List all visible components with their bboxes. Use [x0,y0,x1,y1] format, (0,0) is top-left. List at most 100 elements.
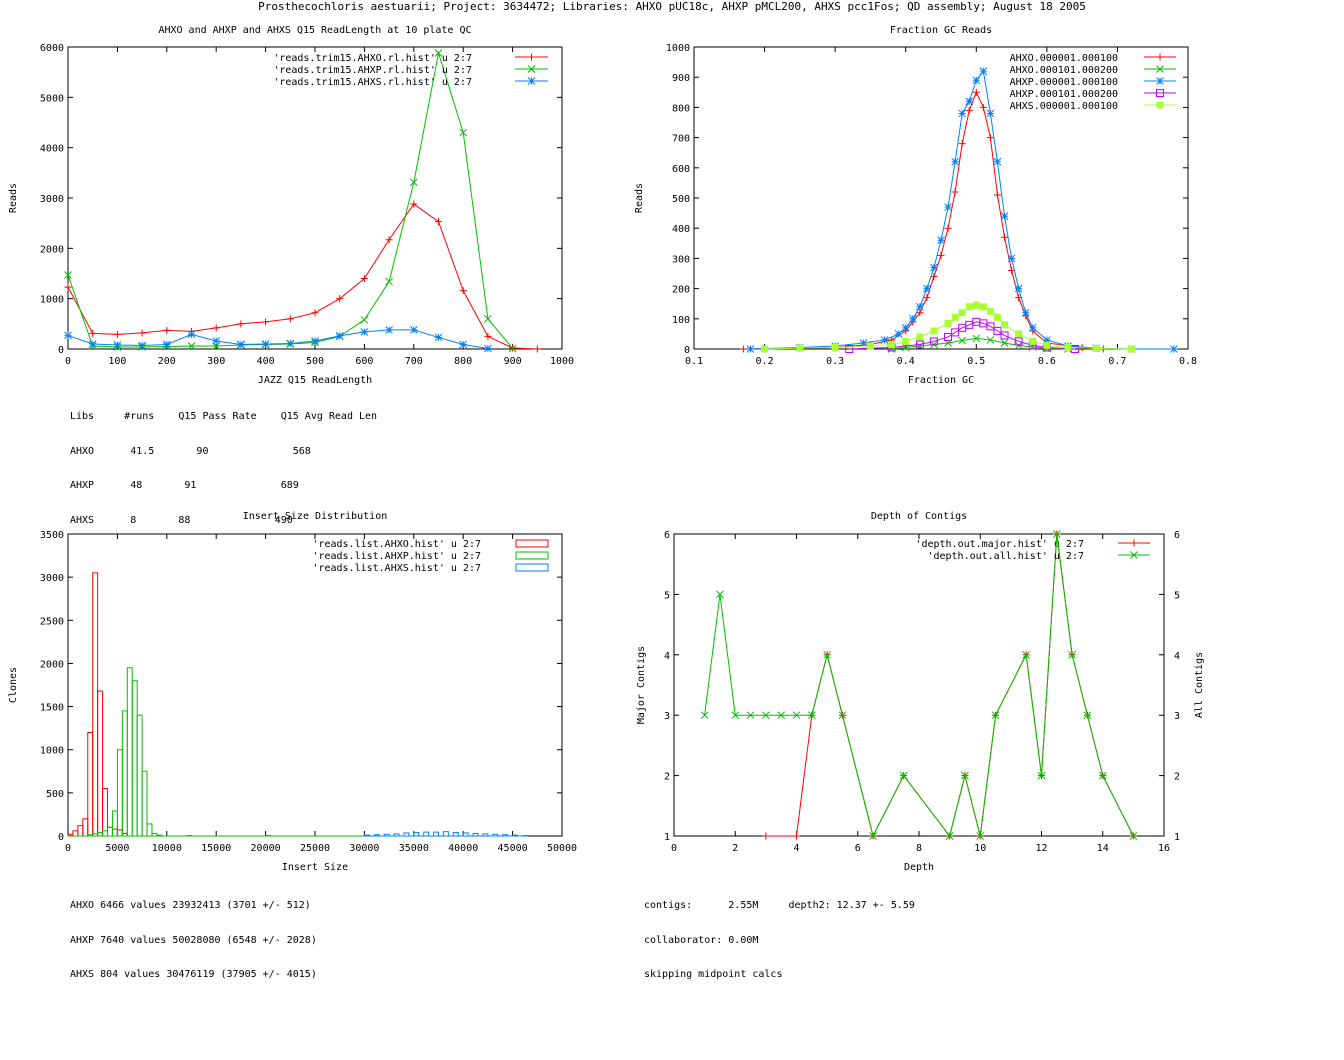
histogram-bar [102,788,109,837]
data-point [1083,711,1092,720]
series-readlength-0 [64,200,541,353]
x-tick-label: 800 [454,356,472,367]
legend-marker [1130,551,1138,559]
series-insert-0 [67,572,128,837]
histogram-bar [97,690,104,837]
data-point [409,178,418,187]
y-tick-label: 500 [46,789,64,800]
histogram-bar [131,680,138,837]
data-point [746,345,755,353]
x-axis-label: Depth [904,862,934,873]
data-point [894,330,903,338]
data-point [1098,771,1107,780]
data-point [838,711,847,720]
data-point [972,88,980,96]
data-point [915,302,924,311]
data-point [434,333,443,342]
legend-marker [527,77,536,85]
data-point [1007,254,1016,263]
data-point [958,109,967,118]
data-point [459,128,468,137]
data-point [993,191,1001,199]
y-tick-label: 3500 [40,530,64,541]
y-tick-label: 900 [672,73,690,84]
chart-title: AHXO and AHXP and AHXS Q15 ReadLength at… [158,25,471,36]
y2-tick-label: 6 [1174,530,1180,541]
depth-stats-midpoint: skipping midpoint calcs [644,969,783,980]
data-point [360,328,369,336]
y-tick-label: 1 [664,832,670,843]
data-point [972,76,981,85]
data-point [286,315,294,323]
y-tick-label: 1000 [666,43,690,54]
legend-label: 'reads.trim15.AHXS.rl.hist' u 2:7 [273,77,472,88]
readlength-stats-ahxp: AHXP 48 91 689 [70,480,299,491]
data-point [937,251,945,259]
data-point [762,711,770,720]
y-tick-label: 4 [664,651,670,662]
data-point [902,337,910,345]
y2-tick-label: 4 [1174,651,1180,662]
data-point [792,711,801,720]
x-tick-label: 0.3 [826,356,844,367]
y-tick-label: 300 [672,254,690,265]
data-point [945,832,954,840]
y-tick-label: 6 [664,530,670,541]
data-point [869,832,877,840]
series-gc-3 [845,317,1080,353]
data-point [1092,344,1100,352]
x-tick-label: 8 [916,843,922,854]
data-point [385,326,393,334]
histogram-bar [116,829,123,837]
y-tick-label: 1000 [40,746,64,757]
data-point [986,322,995,331]
data-point [859,339,868,347]
legend-label: 'depth.out.major.hist' u 2:7 [915,539,1084,550]
histogram-bar [433,831,439,837]
x-tick-label: 30000 [349,843,379,854]
data-point [113,330,121,338]
data-point [138,341,146,350]
data-point [972,334,981,343]
x-tick-label: 12 [1035,843,1047,854]
readlength-stats: Libs #runs Q15 Pass Rate Q15 Avg Read Le… [70,388,377,538]
data-point [880,336,889,344]
x-tick-label: 10 [974,843,986,854]
series-insert-2 [363,831,528,837]
legend-label: AHXS.000001.000100 [1010,101,1118,112]
series-gc-4 [761,301,1136,353]
data-point [979,103,987,111]
x-axis-label: JAZZ Q15 ReadLength [258,375,372,386]
histogram-bar [72,830,79,837]
data-point [385,277,393,286]
x-tick-label: 0.8 [1179,356,1197,367]
histogram-bar [141,770,148,837]
data-point [335,332,344,340]
data-point [979,303,987,311]
legend-marker [528,53,535,61]
data-point [484,332,492,340]
depth-stats: contigs: 2.55M depth2: 12.37 +- 5.59 col… [644,877,915,992]
data-point [866,342,874,350]
y-tick-label: 200 [672,285,690,296]
data-point [1014,337,1023,346]
chart-readlength: 0 100 200 300 400 500 600 700 800 900 1000 0 1000 200… [8,25,574,386]
data-point [951,313,959,321]
data-point [908,314,917,323]
data-point [958,336,967,345]
y-tick-label: 5000 [40,93,64,104]
legend-marker [1156,65,1164,73]
insert-stats-ahxp: AHXP 7640 values 50028080 (6548 +/- 2028… [70,934,317,946]
data-point [360,275,368,283]
data-point [311,337,319,345]
data-point [845,345,854,353]
y-tick-label: 700 [672,134,690,145]
histogram-bar [116,749,123,837]
data-point [807,711,816,720]
series-depth-0 [762,530,1137,840]
histogram-bar [82,818,89,837]
data-point [930,327,938,335]
legend-label: 'reads.list.AHXO.hist' u 2:7 [312,539,481,550]
data-point [434,49,443,57]
chart-insert: 0 5000 10000 15000 20000 25000 30000 35000 40000… [8,511,577,873]
